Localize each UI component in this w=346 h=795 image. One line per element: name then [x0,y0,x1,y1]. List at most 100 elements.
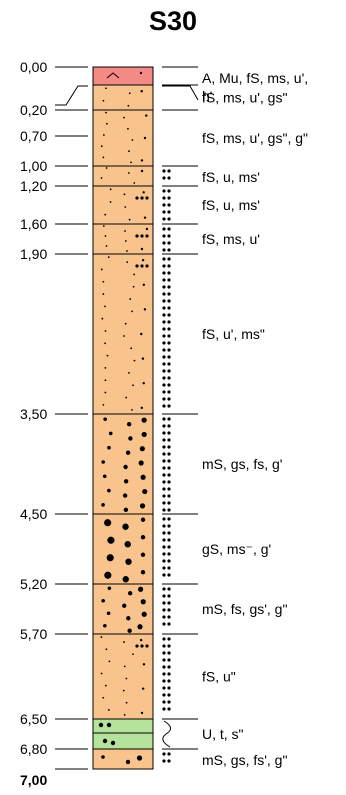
pattern-dot [126,421,132,427]
marker-dot [167,545,171,549]
marker-dot [162,327,166,331]
pattern-dot [102,738,108,744]
marker-dot [162,196,166,200]
marker-dot [167,679,171,683]
pattern-dot [102,225,105,227]
pattern-dot [104,367,107,369]
marker-dot [167,452,171,456]
marker-dot [162,494,166,498]
marker-dot [167,348,171,352]
pattern-dot [142,191,145,194]
pattern-dot [140,234,144,238]
marker-dot [162,217,166,221]
pattern-dot [123,464,128,470]
marker-dot [162,524,166,528]
marker-dot [167,189,171,193]
pattern-dot [137,624,143,630]
marker-dot [167,417,171,421]
marker-dot [162,480,166,484]
marker-dot [167,524,171,528]
marker-dot [167,306,171,310]
marker-dot [162,608,166,612]
pattern-dot [141,417,147,423]
marker-dot [167,594,171,598]
marker-dot [167,608,171,612]
marker-dot [162,693,166,697]
description-leader [162,85,199,101]
pattern-dot [106,354,109,357]
marker-dot [162,473,166,477]
pattern-dot [127,172,130,174]
pattern-dot [108,431,113,436]
pattern-dot [122,603,127,608]
pattern-dot [133,359,136,362]
pattern-dot [131,310,134,313]
pattern-dot [125,450,131,455]
pattern-dot [126,261,129,264]
marker-dot [162,241,166,245]
pattern-dot [105,245,108,247]
marker-dot [162,438,166,442]
pattern-dot [141,611,147,617]
marker-dot [167,285,171,289]
pattern-dot [142,488,148,495]
marker-dot [167,169,171,173]
marker-dot [162,752,166,756]
pattern-dot [104,519,112,527]
pattern-dot [135,644,139,648]
pattern-dot [127,628,132,633]
layer-description: mS, fs, gs', g" [202,601,287,617]
marker-dot [167,622,171,626]
marker-dot [162,176,166,180]
marker-dot [167,559,171,563]
marker-dot [162,313,166,317]
marker-dot [167,658,171,662]
marker-dot [162,210,166,214]
marker-dot [162,341,166,345]
layer-description: gS, ms⁻, g' [202,541,271,557]
marker-dot [167,341,171,345]
depth-label: 6,50 [20,711,47,727]
layer-fill [92,165,154,187]
marker-dot [162,679,166,683]
pattern-dot [127,104,130,107]
pattern-dot [122,576,129,583]
pattern-dot [105,167,108,169]
marker-dot [162,487,166,491]
marker-dot [162,707,166,711]
pattern-dot [105,111,107,114]
pattern-dot [140,535,146,540]
pattern-dot [138,460,144,466]
marker-dot [167,355,171,359]
pattern-dot [127,591,133,596]
pattern-dot [140,264,144,268]
pattern-dot [105,87,107,90]
pattern-dot [140,517,146,522]
marker-dot [162,299,166,303]
pattern-dot [127,127,129,130]
layer-description: fS, u', ms" [202,326,265,342]
marker-dot [162,334,166,338]
pattern-dot [110,740,116,746]
marker-dot [162,445,166,449]
marker-dot [162,651,166,655]
pattern-dot [108,709,110,711]
pattern-dot [122,689,125,692]
marker-dot [162,452,166,456]
pattern-dot [145,644,149,648]
pattern-dot [100,268,103,271]
pattern-dot [141,357,145,360]
pattern-dot [132,653,134,656]
marker-dot [167,320,171,324]
marker-dot [167,376,171,380]
marker-dot [167,752,171,756]
pattern-dot [133,273,136,276]
marker-dot [162,404,166,408]
depth-label: 4,50 [20,506,47,522]
marker-dot [162,355,166,359]
depth-label: 1,00 [20,158,47,174]
marker-dot [162,271,166,275]
marker-dot [167,264,171,268]
pattern-dot [140,474,146,480]
marker-dot [162,348,166,352]
